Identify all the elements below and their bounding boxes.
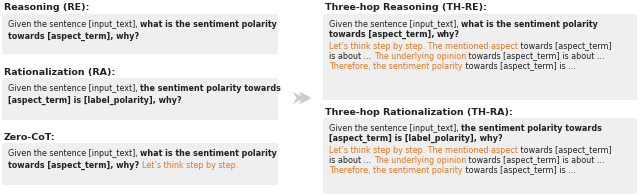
Text: Zero-CoT:: Zero-CoT: bbox=[4, 133, 56, 142]
Text: the sentiment polarity towards: the sentiment polarity towards bbox=[140, 84, 281, 93]
Text: towards [aspect_term]: towards [aspect_term] bbox=[518, 146, 612, 155]
Text: what is the sentiment polarity: what is the sentiment polarity bbox=[461, 20, 598, 29]
Text: Three-hop Rationalization (TH-RA):: Three-hop Rationalization (TH-RA): bbox=[325, 108, 513, 117]
FancyBboxPatch shape bbox=[2, 14, 278, 54]
Text: The underlying opinion: The underlying opinion bbox=[374, 156, 466, 165]
Text: Given the sentence [input_text],: Given the sentence [input_text], bbox=[329, 124, 461, 133]
Text: Let’s think step by step. The mentioned aspect: Let’s think step by step. The mentioned … bbox=[329, 146, 518, 155]
Text: the sentiment polarity towards: the sentiment polarity towards bbox=[461, 124, 602, 133]
Text: towards [aspect_term] is about ...: towards [aspect_term] is about ... bbox=[466, 52, 604, 61]
Text: towards [aspect_term] is ...: towards [aspect_term] is ... bbox=[463, 62, 575, 71]
Text: is about ...: is about ... bbox=[329, 156, 374, 165]
Text: Let’s think step by step.: Let’s think step by step. bbox=[142, 161, 238, 170]
Text: towards [aspect_term]: towards [aspect_term] bbox=[518, 42, 612, 51]
Text: [aspect_term] is [label_polarity], why?: [aspect_term] is [label_polarity], why? bbox=[329, 134, 502, 143]
Text: is about ...: is about ... bbox=[329, 52, 374, 61]
Text: Let’s think step by step. The mentioned aspect: Let’s think step by step. The mentioned … bbox=[329, 42, 518, 51]
Text: why?: why? bbox=[437, 30, 460, 39]
FancyBboxPatch shape bbox=[2, 78, 278, 120]
Text: Given the sentence [input_text],: Given the sentence [input_text], bbox=[8, 84, 140, 93]
Text: Three-hop Reasoning (TH-RE):: Three-hop Reasoning (TH-RE): bbox=[325, 3, 487, 12]
FancyBboxPatch shape bbox=[2, 143, 278, 185]
Text: [aspect_term] is [label_polarity], why?: [aspect_term] is [label_polarity], why? bbox=[8, 96, 182, 105]
Text: Therefore, the sentiment polarity: Therefore, the sentiment polarity bbox=[329, 62, 463, 71]
Text: towards [aspect_term] is about ...: towards [aspect_term] is about ... bbox=[466, 156, 604, 165]
Text: towards [aspect_term],: towards [aspect_term], bbox=[329, 30, 437, 39]
FancyBboxPatch shape bbox=[323, 14, 637, 100]
Text: Given the sentence [input_text],: Given the sentence [input_text], bbox=[329, 20, 461, 29]
Text: towards [aspect_term], why?: towards [aspect_term], why? bbox=[8, 32, 139, 41]
Text: Given the sentence [input_text],: Given the sentence [input_text], bbox=[8, 20, 140, 29]
Text: The underlying opinion: The underlying opinion bbox=[374, 52, 466, 61]
Text: what is the sentiment polarity: what is the sentiment polarity bbox=[140, 149, 277, 158]
Text: what is the sentiment polarity: what is the sentiment polarity bbox=[140, 20, 277, 29]
Text: Therefore, the sentiment polarity: Therefore, the sentiment polarity bbox=[329, 166, 463, 175]
Text: Rationalization (RA):: Rationalization (RA): bbox=[4, 68, 115, 77]
Text: Reasoning (RE):: Reasoning (RE): bbox=[4, 3, 90, 12]
Text: Given the sentence [input_text],: Given the sentence [input_text], bbox=[8, 149, 140, 158]
Text: towards [aspect_term] is ...: towards [aspect_term] is ... bbox=[463, 166, 575, 175]
FancyBboxPatch shape bbox=[323, 118, 637, 194]
Text: towards [aspect_term], why?: towards [aspect_term], why? bbox=[8, 161, 142, 170]
